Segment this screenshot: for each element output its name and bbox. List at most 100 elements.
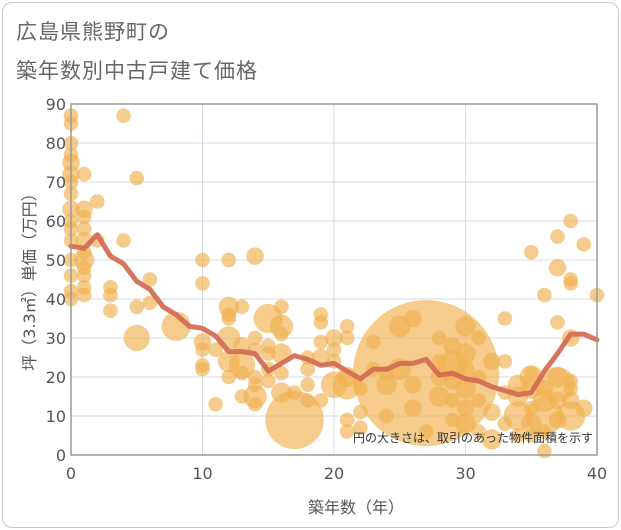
bubble-point bbox=[404, 376, 422, 394]
y-tick-label: 80 bbox=[46, 134, 66, 153]
bubble-point bbox=[195, 252, 210, 268]
bubble-point bbox=[90, 194, 105, 209]
bubble-point bbox=[431, 354, 447, 369]
chart-title-line2: 築年数別中古戸建て価格 bbox=[16, 59, 258, 83]
bubble-point bbox=[274, 365, 289, 381]
bubble-point bbox=[523, 365, 539, 381]
bubble-point bbox=[456, 399, 475, 417]
y-tick-label: 50 bbox=[46, 251, 66, 270]
bubble-point bbox=[547, 366, 568, 388]
bubble-point bbox=[221, 252, 237, 268]
x-tick-label: 20 bbox=[324, 464, 344, 483]
bubble-point bbox=[271, 382, 292, 403]
bubble-point bbox=[300, 361, 316, 377]
bubble-point bbox=[339, 412, 355, 428]
x-tick-labels: 0 10 20 30 40 bbox=[66, 464, 607, 483]
bubble-point bbox=[221, 311, 237, 326]
bubble-point bbox=[103, 287, 118, 303]
bubble-point bbox=[76, 268, 92, 283]
average-line bbox=[68, 232, 600, 398]
bubble-point bbox=[548, 259, 567, 277]
bubble-point bbox=[428, 386, 450, 407]
bubble-point bbox=[481, 429, 503, 450]
bubble-point bbox=[129, 170, 145, 186]
bubble-point bbox=[313, 315, 329, 330]
x-tick-label: 10 bbox=[192, 464, 212, 483]
y-tick-labels: 0 10 20 30 40 50 60 70 80 90 bbox=[46, 95, 66, 465]
y-tick-label: 60 bbox=[46, 212, 66, 231]
bubble-point bbox=[456, 360, 475, 378]
bubble-size-note: 円の大きさは、取引のあった物件面積を示す bbox=[353, 430, 593, 445]
bubble-point bbox=[234, 389, 250, 404]
bubble-point bbox=[103, 303, 118, 319]
bubble-point bbox=[246, 247, 264, 265]
bubble-point bbox=[195, 276, 210, 291]
bubble-point bbox=[129, 299, 145, 315]
bubble-point bbox=[497, 416, 513, 432]
bubble-point bbox=[221, 369, 237, 385]
bubble-point bbox=[376, 374, 397, 396]
bubble-point bbox=[455, 413, 476, 435]
bubble-point bbox=[471, 424, 486, 439]
bubble-point bbox=[535, 379, 554, 398]
bubble-point bbox=[326, 342, 342, 358]
average-line-series bbox=[68, 232, 600, 398]
bubble-point bbox=[510, 428, 526, 443]
bubble-point bbox=[550, 229, 565, 244]
bubble-point bbox=[563, 381, 578, 397]
y-tick-label: 0 bbox=[56, 446, 66, 465]
bubble-point bbox=[455, 316, 476, 337]
bubble-point bbox=[208, 397, 223, 412]
bubble-point bbox=[537, 424, 552, 439]
bubble-point bbox=[576, 237, 592, 252]
chart-title-line1: 広島県熊野町の bbox=[16, 20, 170, 44]
bubble-series bbox=[62, 108, 605, 459]
bubble-point bbox=[300, 393, 316, 408]
bubble-point bbox=[123, 324, 150, 352]
bubble-point bbox=[563, 213, 578, 229]
bubble-point bbox=[418, 424, 434, 439]
bubble-point bbox=[76, 209, 92, 225]
bubble-point bbox=[497, 354, 513, 369]
bubble-point bbox=[208, 342, 223, 358]
bubble-point bbox=[116, 108, 131, 123]
bubble-point bbox=[445, 393, 460, 408]
bubble-point bbox=[443, 337, 462, 355]
bubble-point bbox=[431, 330, 447, 346]
y-tick-label: 70 bbox=[46, 173, 66, 192]
bubble-point bbox=[325, 329, 343, 347]
bubble-point bbox=[523, 428, 539, 443]
bubble-point bbox=[260, 373, 276, 389]
bubble-point bbox=[537, 287, 552, 303]
y-tick-label: 90 bbox=[46, 95, 66, 114]
bubble-point bbox=[483, 403, 501, 421]
bubble-point bbox=[521, 413, 542, 435]
bubble-point bbox=[274, 326, 289, 342]
bubble-point bbox=[366, 334, 381, 350]
bubble-point bbox=[76, 221, 92, 237]
y-tick-label: 10 bbox=[46, 407, 66, 426]
x-tick-label: 40 bbox=[587, 464, 607, 483]
bubble-point bbox=[404, 309, 422, 328]
bubble-point bbox=[339, 319, 355, 334]
bubble-point bbox=[445, 412, 460, 428]
bubble-point bbox=[483, 352, 501, 371]
bubble-point bbox=[260, 346, 276, 361]
y-tick-label: 30 bbox=[46, 329, 66, 348]
bubble-point bbox=[497, 311, 513, 326]
bubble-point bbox=[247, 377, 263, 393]
bubble-point bbox=[313, 334, 329, 350]
bubble-point bbox=[217, 350, 240, 373]
bubble-point bbox=[274, 299, 289, 315]
bubble-point bbox=[353, 381, 368, 397]
bubble-point bbox=[116, 233, 131, 248]
bubble-point bbox=[523, 244, 539, 260]
bubble-point bbox=[339, 424, 355, 439]
bubble-point bbox=[563, 276, 578, 291]
bubble-point bbox=[353, 420, 368, 436]
bubble-point bbox=[537, 443, 552, 459]
bubble-point bbox=[76, 287, 92, 303]
bubble-point bbox=[550, 315, 565, 330]
bubble-point bbox=[379, 408, 394, 424]
y-tick-label: 40 bbox=[46, 290, 66, 309]
